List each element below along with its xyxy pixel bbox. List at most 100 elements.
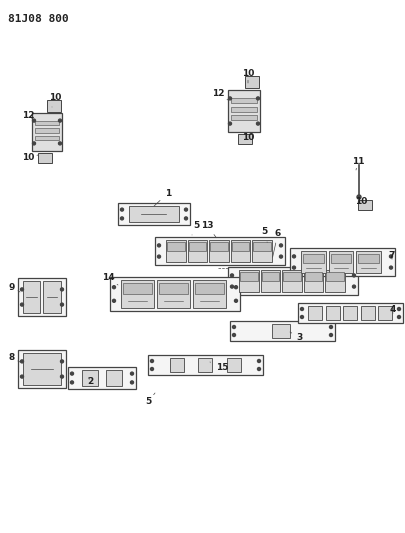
Bar xyxy=(192,280,226,308)
Bar xyxy=(105,370,121,386)
Circle shape xyxy=(60,303,63,306)
Bar xyxy=(110,277,239,311)
Circle shape xyxy=(228,122,231,125)
Circle shape xyxy=(130,381,133,384)
Circle shape xyxy=(120,217,123,220)
Bar xyxy=(210,242,227,251)
Text: 11: 11 xyxy=(351,157,363,170)
Bar xyxy=(283,272,300,281)
Bar xyxy=(82,370,98,386)
Circle shape xyxy=(292,255,295,258)
Bar xyxy=(260,270,279,292)
Circle shape xyxy=(257,367,260,370)
Circle shape xyxy=(230,274,233,277)
Circle shape xyxy=(20,303,23,306)
Text: 8: 8 xyxy=(9,353,20,362)
Bar xyxy=(118,203,190,225)
Text: 3: 3 xyxy=(289,332,303,343)
Bar xyxy=(32,113,62,151)
Text: 10: 10 xyxy=(49,93,61,107)
Bar xyxy=(252,240,271,262)
Circle shape xyxy=(20,375,23,378)
Bar xyxy=(23,281,40,313)
Bar xyxy=(237,134,252,144)
Circle shape xyxy=(256,97,259,100)
Circle shape xyxy=(112,300,115,302)
Bar xyxy=(227,358,241,372)
Circle shape xyxy=(20,360,23,363)
Circle shape xyxy=(329,334,332,336)
Text: 10: 10 xyxy=(22,154,38,163)
Bar xyxy=(281,270,301,292)
Bar xyxy=(328,251,352,273)
Circle shape xyxy=(352,274,355,277)
Bar xyxy=(360,306,374,320)
Bar xyxy=(228,267,357,295)
Bar xyxy=(308,306,322,320)
Bar xyxy=(230,115,256,120)
Bar xyxy=(377,306,392,320)
Circle shape xyxy=(20,288,23,291)
Bar xyxy=(330,254,350,263)
Circle shape xyxy=(232,326,235,328)
Circle shape xyxy=(150,367,153,370)
Bar xyxy=(289,248,394,276)
Bar xyxy=(356,251,380,273)
Text: 4: 4 xyxy=(389,305,395,314)
Bar xyxy=(358,254,378,263)
Circle shape xyxy=(234,300,237,302)
Text: 14: 14 xyxy=(101,273,118,285)
Bar xyxy=(244,76,258,88)
Bar xyxy=(18,278,66,316)
Text: 81J08 800: 81J08 800 xyxy=(8,14,68,24)
Circle shape xyxy=(184,208,187,211)
Bar xyxy=(198,358,212,372)
Bar xyxy=(35,128,59,133)
Bar xyxy=(357,200,371,210)
Bar xyxy=(300,251,325,273)
Bar xyxy=(209,240,228,262)
Text: 12: 12 xyxy=(211,88,228,100)
Bar xyxy=(303,270,323,292)
Circle shape xyxy=(256,122,259,125)
Bar xyxy=(239,272,257,281)
Bar xyxy=(271,324,289,338)
Circle shape xyxy=(58,142,61,145)
Bar xyxy=(194,283,224,294)
Circle shape xyxy=(228,97,231,100)
Circle shape xyxy=(112,286,115,289)
Bar xyxy=(230,107,256,112)
Circle shape xyxy=(120,208,123,211)
Bar xyxy=(188,242,206,251)
Bar xyxy=(148,355,262,375)
Circle shape xyxy=(388,255,392,258)
Bar xyxy=(261,272,279,281)
Text: 9: 9 xyxy=(9,282,20,292)
Circle shape xyxy=(300,316,303,319)
Text: 6: 6 xyxy=(272,229,280,257)
Bar xyxy=(253,242,270,251)
Circle shape xyxy=(58,119,61,122)
Text: 5: 5 xyxy=(192,221,198,235)
Text: 10: 10 xyxy=(241,133,254,142)
Bar xyxy=(302,254,323,263)
Bar xyxy=(159,283,188,294)
Bar xyxy=(324,270,344,292)
Circle shape xyxy=(234,286,237,289)
Bar xyxy=(230,99,256,103)
Bar xyxy=(297,303,402,323)
Bar xyxy=(187,240,207,262)
Bar xyxy=(123,283,151,294)
Bar xyxy=(155,237,284,265)
Text: 10: 10 xyxy=(241,69,254,83)
Bar xyxy=(239,270,258,292)
Circle shape xyxy=(230,285,233,288)
Bar xyxy=(18,350,66,388)
Bar xyxy=(166,242,184,251)
Circle shape xyxy=(257,359,260,362)
Bar xyxy=(43,281,61,313)
Bar xyxy=(166,240,185,262)
Circle shape xyxy=(396,308,399,311)
Text: 1: 1 xyxy=(153,189,171,206)
Bar xyxy=(68,367,136,389)
